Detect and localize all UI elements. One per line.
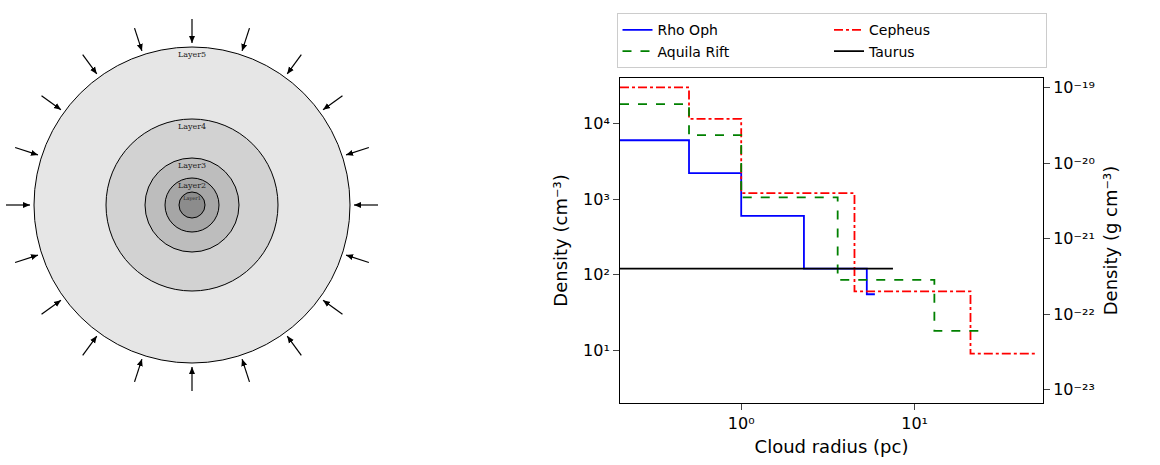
svg-text:10¹: 10¹ <box>901 414 928 433</box>
svg-text:Density (cm⁻³): Density (cm⁻³) <box>550 174 571 306</box>
svg-text:10⁰: 10⁰ <box>728 414 755 433</box>
svg-text:Cloud radius (pc): Cloud radius (pc) <box>755 436 909 457</box>
svg-text:Aquila Rift: Aquila Rift <box>658 44 730 60</box>
svg-text:10⁻²³: 10⁻²³ <box>1053 380 1095 399</box>
svg-text:10⁻²⁰: 10⁻²⁰ <box>1053 154 1095 173</box>
svg-text:10²: 10² <box>583 265 610 284</box>
svg-text:10⁴: 10⁴ <box>583 114 610 133</box>
svg-text:10¹: 10¹ <box>583 341 610 360</box>
svg-text:Layer1: Layer1 <box>183 195 201 202</box>
svg-text:Cepheus: Cepheus <box>869 22 930 38</box>
svg-text:Layer2: Layer2 <box>178 181 206 190</box>
svg-text:10⁻¹⁹: 10⁻¹⁹ <box>1053 78 1095 97</box>
svg-text:Rho Oph: Rho Oph <box>658 22 718 38</box>
svg-text:10⁻²¹: 10⁻²¹ <box>1053 229 1095 248</box>
svg-text:10³: 10³ <box>583 190 610 209</box>
svg-text:10⁻²²: 10⁻²² <box>1053 305 1095 324</box>
svg-text:Density (g cm⁻³): Density (g cm⁻³) <box>1100 166 1121 316</box>
svg-text:Layer3: Layer3 <box>178 161 206 170</box>
svg-text:Layer5: Layer5 <box>178 50 206 59</box>
svg-text:Taurus: Taurus <box>868 44 915 60</box>
svg-text:Layer4: Layer4 <box>178 122 206 131</box>
